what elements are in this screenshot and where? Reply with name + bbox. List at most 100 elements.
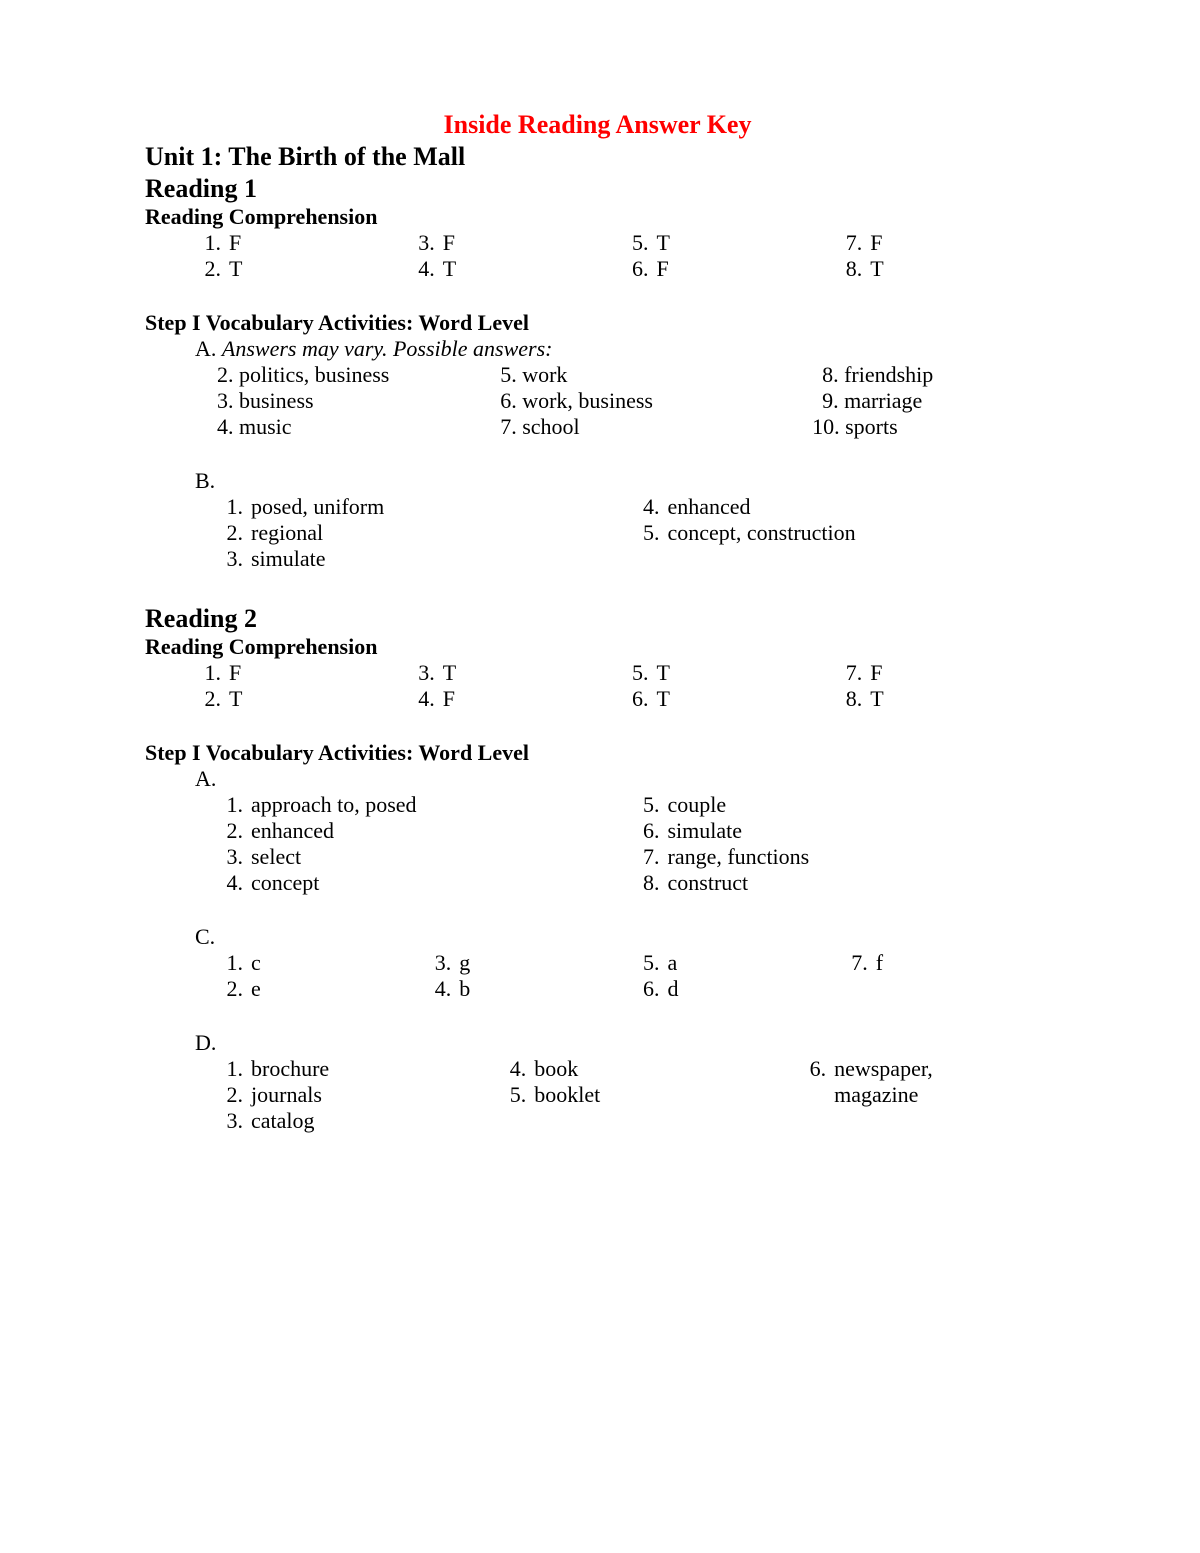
- num: 4.: [500, 1056, 526, 1082]
- num: 4.: [425, 976, 451, 1002]
- num: 5.: [634, 950, 660, 976]
- rc-num: 3.: [409, 230, 435, 256]
- num: 6.: [634, 818, 660, 844]
- rc-ans: T: [229, 256, 242, 281]
- rc-num: 6.: [623, 256, 649, 282]
- ans: couple: [668, 792, 727, 817]
- num: 3.: [217, 844, 243, 870]
- ans: simulate: [251, 546, 326, 571]
- reading2-A-answers: 1.approach to, posed 5.couple 2.enhanced…: [145, 792, 1050, 896]
- ans: 9. marriage: [800, 388, 1072, 414]
- reading1-rc-answers: 1.F 3.F 5.T 7.F 2.T 4.T 6.F 8.T: [145, 230, 1050, 282]
- ans: c: [251, 950, 261, 975]
- rc-ans: T: [443, 256, 456, 281]
- rc-ans: F: [443, 686, 455, 711]
- rc-ans: F: [443, 230, 455, 255]
- ans: 10. sports: [800, 414, 1062, 440]
- ans: f: [876, 950, 883, 975]
- rc-num: 2.: [195, 686, 221, 712]
- ans: enhanced: [251, 818, 334, 843]
- reading2-step1-title: Step I Vocabulary Activities: Word Level: [145, 740, 1050, 766]
- num: 3.: [217, 546, 243, 572]
- num: 4.: [634, 494, 660, 520]
- rc-ans: F: [870, 660, 882, 685]
- rc-ans: T: [657, 660, 670, 685]
- rc-ans: F: [229, 230, 241, 255]
- num: 5.: [500, 1082, 526, 1108]
- num: 2.: [217, 976, 243, 1002]
- rc-num: 4.: [409, 686, 435, 712]
- ans: newspaper,: [834, 1056, 933, 1081]
- num: 6.: [634, 976, 660, 1002]
- rc-num: 7.: [836, 230, 862, 256]
- rc-num: 2.: [195, 256, 221, 282]
- section-label-C: C.: [145, 924, 1050, 950]
- ans: b: [459, 976, 470, 1001]
- reading1-A: A. Answers may vary. Possible answers:: [145, 336, 1050, 362]
- section-label-B: B.: [145, 468, 1050, 494]
- ans: e: [251, 976, 261, 1001]
- rc-num: 8.: [836, 256, 862, 282]
- ans: catalog: [251, 1108, 315, 1133]
- rc-num: 3.: [409, 660, 435, 686]
- section-label-A: A.: [195, 336, 216, 361]
- section-A-note: Answers may vary. Possible answers:: [222, 336, 553, 361]
- num: 7.: [634, 844, 660, 870]
- reading2-D-answers: 1.brochure 4.book 6.newspaper, 2.journal…: [145, 1056, 1050, 1134]
- ans: range, functions: [668, 844, 810, 869]
- ans: 8. friendship: [800, 362, 1072, 388]
- reading1-A-answers: 2. politics, business 5. work 8. friends…: [145, 362, 1050, 440]
- rc-ans: T: [229, 686, 242, 711]
- rc-ans: T: [657, 686, 670, 711]
- num: 4.: [217, 870, 243, 896]
- num: 2.: [217, 818, 243, 844]
- ans: 5. work: [500, 362, 800, 388]
- ans: booklet: [534, 1082, 600, 1107]
- reading2-rc-title: Reading Comprehension: [145, 634, 1050, 660]
- ans: 6. work, business: [500, 388, 800, 414]
- ans: regional: [251, 520, 323, 545]
- ans: 3. business: [217, 388, 500, 414]
- page-container: Inside Reading Answer Key Unit 1: The Bi…: [0, 0, 1200, 1553]
- ans: journals: [251, 1082, 322, 1107]
- num: 1.: [217, 494, 243, 520]
- rc-num: 1.: [195, 230, 221, 256]
- reading2-rc-answers: 1.F 3.T 5.T 7.F 2.T 4.F 6.T 8.T: [145, 660, 1050, 712]
- num: 1.: [217, 1056, 243, 1082]
- ans: 4. music: [217, 414, 500, 440]
- document-title: Inside Reading Answer Key: [145, 110, 1050, 140]
- reading1-step1-title: Step I Vocabulary Activities: Word Level: [145, 310, 1050, 336]
- num: 2.: [217, 1082, 243, 1108]
- ans: brochure: [251, 1056, 329, 1081]
- unit-title: Unit 1: The Birth of the Mall: [145, 142, 1050, 172]
- rc-num: 7.: [836, 660, 862, 686]
- ans: 7. school: [500, 414, 800, 440]
- ans: d: [668, 976, 679, 1001]
- ans: a: [668, 950, 678, 975]
- num: 3.: [425, 950, 451, 976]
- rc-num: 8.: [836, 686, 862, 712]
- ans: enhanced: [668, 494, 751, 519]
- ans: concept, construction: [668, 520, 856, 545]
- rc-ans: F: [657, 256, 669, 281]
- rc-ans: F: [870, 230, 882, 255]
- num: 6.: [800, 1056, 826, 1082]
- rc-num: 5.: [623, 230, 649, 256]
- ans: g: [459, 950, 470, 975]
- num: 2.: [217, 520, 243, 546]
- section-label-D: D.: [145, 1030, 1050, 1056]
- rc-ans: F: [229, 660, 241, 685]
- num: 5.: [634, 792, 660, 818]
- ans: 2. politics, business: [217, 362, 500, 388]
- rc-num: 6.: [623, 686, 649, 712]
- num: 7.: [842, 950, 868, 976]
- num: 8.: [634, 870, 660, 896]
- ans: simulate: [668, 818, 743, 843]
- rc-num: 5.: [623, 660, 649, 686]
- ans: posed, uniform: [251, 494, 384, 519]
- num: 1.: [217, 950, 243, 976]
- reading1-rc-title: Reading Comprehension: [145, 204, 1050, 230]
- rc-ans: T: [443, 660, 456, 685]
- rc-ans: T: [870, 256, 883, 281]
- rc-num: 4.: [409, 256, 435, 282]
